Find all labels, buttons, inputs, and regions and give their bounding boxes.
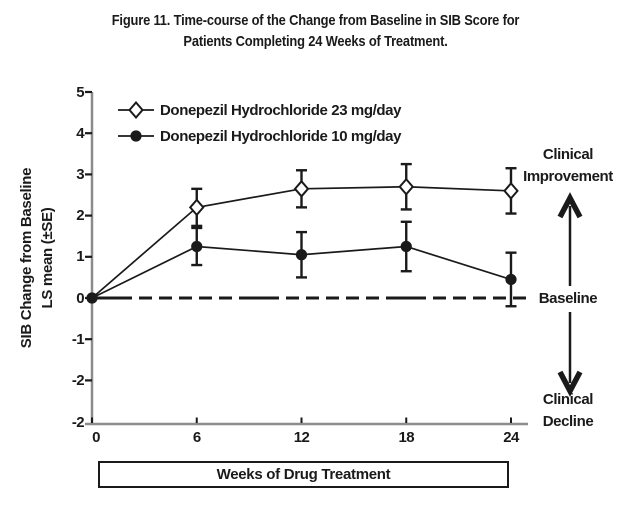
open-diamond-marker — [503, 181, 519, 200]
x-tick-label: 12 — [293, 429, 310, 446]
open-diamond-marker — [188, 198, 205, 217]
y-tick-label: 5 — [76, 83, 84, 101]
filled-circle-marker — [400, 240, 412, 253]
y-tick-label: -1 — [71, 330, 85, 348]
filled-circle-marker — [505, 273, 517, 286]
filled-circle-marker — [86, 292, 98, 304]
legend-label-10mg: Donepezil Hydrochloride 10 mg/day — [160, 128, 402, 145]
open-diamond-marker — [293, 179, 310, 198]
filled-circle-marker — [130, 130, 142, 142]
x-tick-label: 6 — [192, 429, 201, 446]
y-axis-title-line1: SIB Change from Baseline — [18, 167, 35, 349]
decline-down-arrow — [557, 312, 583, 397]
figure-title-line2: Patients Completing 24 Weeks of Treatmen… — [183, 33, 448, 50]
y-tick-label: 0 — [76, 289, 84, 307]
figure-title: Figure 11. Time-course of the Change fro… — [44, 10, 587, 52]
filled-circle-marker — [191, 240, 203, 253]
y-tick-label: 4 — [76, 124, 84, 142]
x-tick-label: 24 — [503, 429, 519, 446]
y-tick-label: 3 — [76, 165, 84, 183]
open-diamond-marker — [128, 100, 144, 120]
legend-label-23mg: Donepezil Hydrochloride 23 mg/day — [160, 102, 402, 119]
clinical-decline-label: Clinical Decline — [542, 391, 594, 430]
y-tick-label: 1 — [76, 248, 84, 266]
open-diamond-marker — [398, 177, 415, 196]
x-tick-label: 0 — [92, 429, 100, 446]
clinical-improvement-label: Clinical Improvement — [523, 146, 613, 185]
y-tick-label: 2 — [76, 207, 84, 225]
x-axis-title: Weeks of Drug Treatment — [216, 466, 391, 483]
x-axis-title-box: Weeks of Drug Treatment — [98, 461, 509, 488]
figure-title-line1: Figure 11. Time-course of the Change fro… — [111, 12, 520, 29]
improvement-up-arrow — [557, 192, 583, 286]
baseline-label: Baseline — [538, 290, 598, 307]
y-tick-label: -2 — [71, 371, 85, 389]
y-axis-bottom-label: -2 — [71, 414, 85, 431]
x-tick-label: 18 — [398, 429, 414, 446]
filled-circle-marker — [295, 249, 308, 261]
